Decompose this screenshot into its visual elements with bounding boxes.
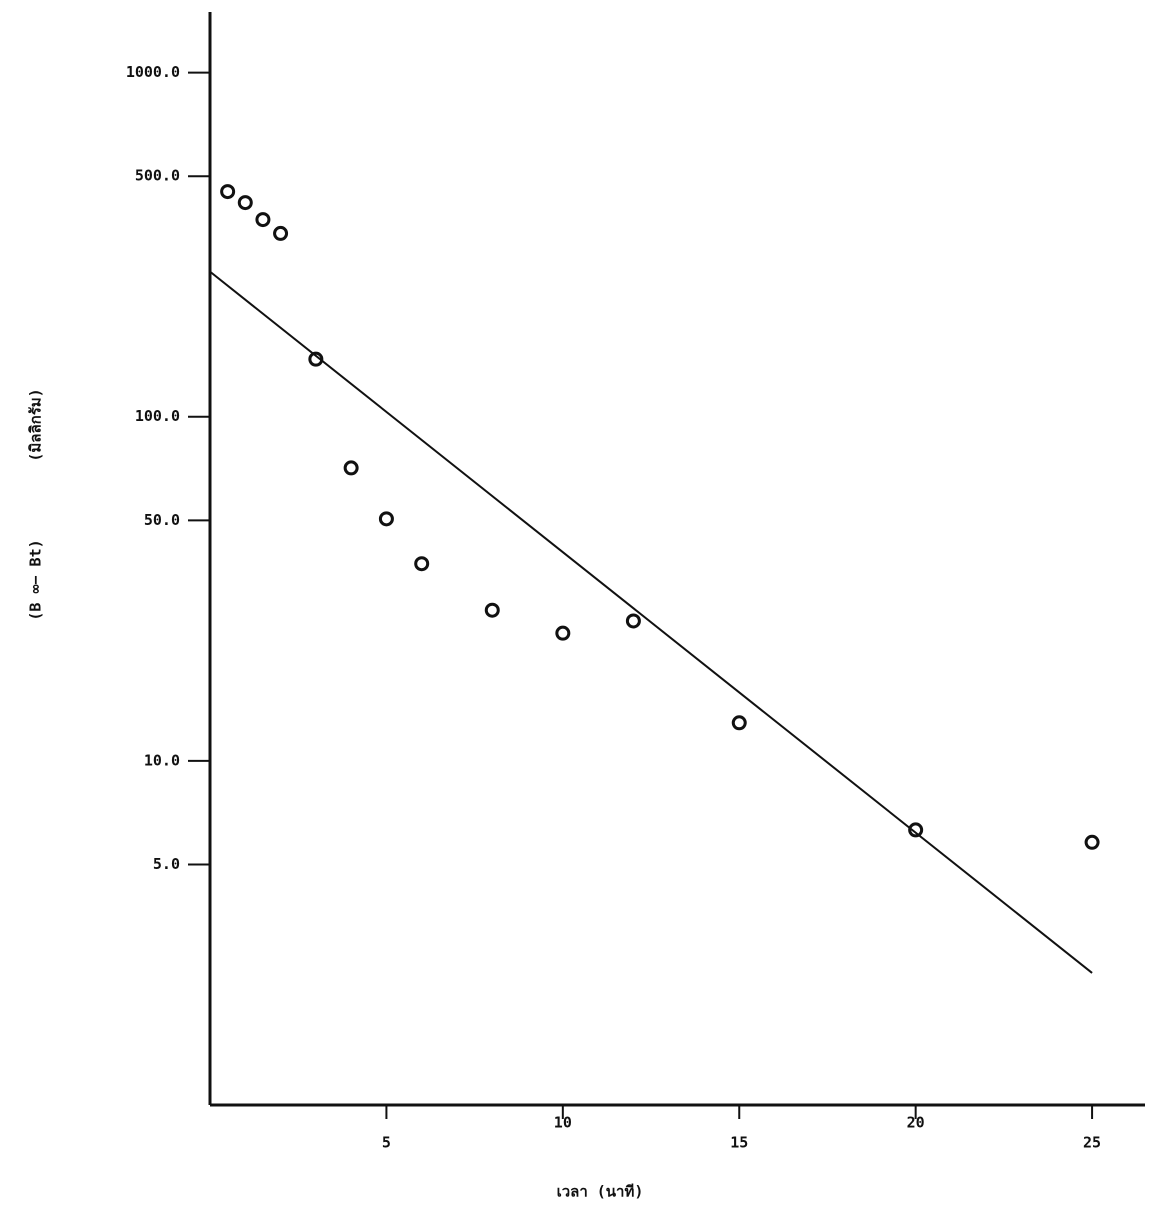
- fit-line: [210, 272, 1092, 973]
- data-point: [345, 462, 357, 474]
- x-tick-label: 5: [382, 1134, 391, 1152]
- x-tick-label: 15: [730, 1134, 748, 1152]
- y-axis-title: (B ∞− Bt): [27, 539, 45, 620]
- x-tick-label: 10: [554, 1114, 572, 1132]
- x-tick-label: 25: [1083, 1134, 1101, 1152]
- data-point: [275, 227, 287, 239]
- data-point: [733, 717, 745, 729]
- data-point: [239, 197, 251, 209]
- y-tick-label: 100.0: [135, 407, 180, 425]
- data-point: [627, 615, 639, 627]
- data-point: [380, 513, 392, 525]
- data-point: [557, 627, 569, 639]
- y-tick-label: 500.0: [135, 167, 180, 185]
- x-tick-label: 20: [907, 1114, 925, 1132]
- data-point: [222, 186, 234, 198]
- y-tick-label: 50.0: [144, 511, 180, 529]
- data-point: [486, 604, 498, 616]
- y-axis-unit: (มิลลิกรัม): [27, 388, 45, 461]
- y-tick-label: 10.0: [144, 751, 180, 769]
- chart: เวลา (นาที) (B ∞− Bt) (มิลลิกรัม) 5.0 10.…: [0, 0, 1158, 1210]
- x-axis-title: เวลา (นาที): [557, 1183, 644, 1201]
- page: เวลา (นาที) (B ∞− Bt) (มิลลิกรัม) 5.0 10.…: [0, 0, 1158, 1210]
- y-tick-label: 1000.0: [126, 63, 180, 81]
- data-point: [416, 558, 428, 570]
- y-tick-label: 5.0: [153, 855, 180, 873]
- data-point: [257, 214, 269, 226]
- data-point: [1086, 836, 1098, 848]
